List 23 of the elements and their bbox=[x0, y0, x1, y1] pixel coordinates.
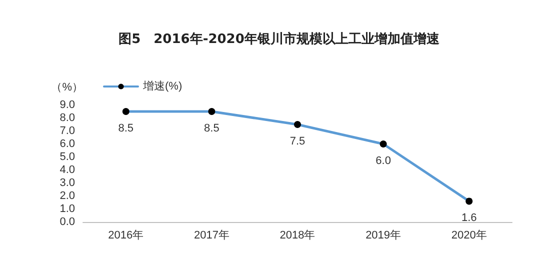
y-tick-label: 2.0 bbox=[60, 190, 75, 202]
data-label: 1.6 bbox=[461, 212, 477, 224]
x-tick-label: 2016年 bbox=[108, 230, 144, 242]
y-tick-label: 0.0 bbox=[60, 216, 75, 228]
y-tick-label: 8.0 bbox=[60, 112, 75, 124]
y-tick-label: 3.0 bbox=[60, 177, 75, 189]
data-label: 8.5 bbox=[204, 122, 220, 134]
y-tick-label: 1.0 bbox=[60, 203, 75, 215]
legend-label: 增速(%) bbox=[142, 80, 182, 92]
x-tick-label: 2017年 bbox=[194, 230, 230, 242]
y-tick-label: 5.0 bbox=[60, 151, 75, 163]
x-tick-label: 2019年 bbox=[366, 230, 402, 242]
x-tick-label: 2020年 bbox=[451, 230, 487, 242]
chart-title: 图5 2016年-2020年银川市规模以上工业增加值增速 bbox=[118, 31, 440, 47]
y-tick-label: 6.0 bbox=[60, 138, 75, 150]
x-tick-label: 2018年 bbox=[280, 230, 316, 242]
data-label: 6.0 bbox=[376, 155, 391, 167]
data-label: 7.5 bbox=[290, 136, 306, 148]
y-tick-label: 9.0 bbox=[60, 99, 75, 111]
y-tick-label: 7.0 bbox=[60, 125, 75, 137]
data-label: 8.5 bbox=[118, 122, 134, 134]
y-tick-label: 4.0 bbox=[60, 164, 75, 176]
y-axis-title: （%） bbox=[51, 82, 83, 94]
